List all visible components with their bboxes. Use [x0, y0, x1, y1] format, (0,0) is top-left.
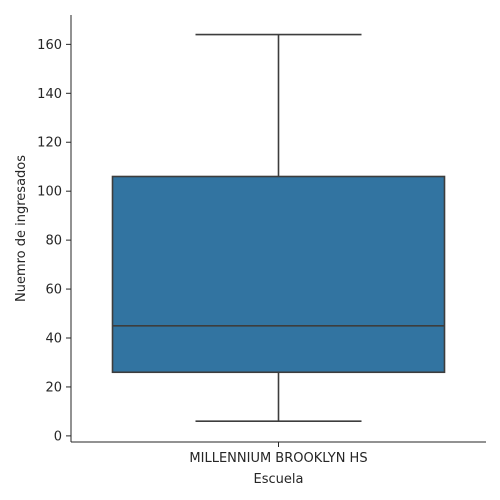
y-tick-label: 80 — [45, 234, 62, 249]
y-tick-label: 0 — [54, 429, 62, 444]
x-axis-ticks: MILLENNIUM BROOKLYN HS — [189, 442, 368, 466]
x-axis-title: Escuela — [254, 472, 304, 487]
y-axis-ticks: 0 20 40 60 80 100 120 140 160 — [37, 38, 71, 444]
y-tick-label: 160 — [37, 38, 62, 53]
plot-area — [111, 33, 446, 423]
y-tick-label: 140 — [37, 87, 62, 102]
y-tick-label: 60 — [45, 283, 62, 298]
y-axis-title: Nuemro de ingresados — [14, 155, 29, 302]
y-tick-label: 20 — [45, 380, 62, 395]
iqr-box — [111, 175, 446, 374]
x-tick-label: MILLENNIUM BROOKLYN HS — [189, 451, 367, 466]
y-tick-label: 120 — [37, 136, 62, 151]
y-tick-label: 100 — [37, 185, 62, 200]
y-tick-label: 40 — [45, 332, 62, 347]
axes: 0 20 40 60 80 100 120 140 160 MILLENNIUM BROOKLY… — [37, 15, 486, 466]
